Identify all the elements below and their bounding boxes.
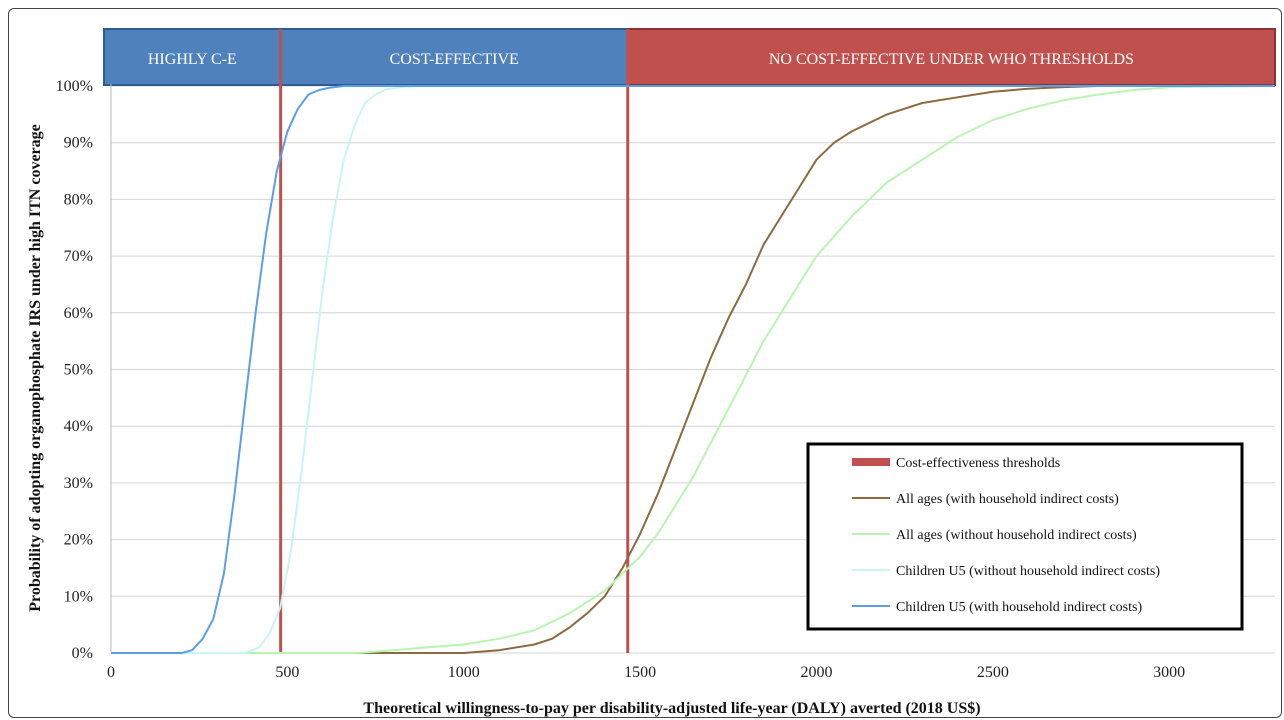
band-label-0: HIGHLY C-E <box>148 51 237 68</box>
series-lines <box>111 85 1276 654</box>
y-tick-label-20: 20% <box>64 532 93 549</box>
legend-label-2: All ages (without household indirect cos… <box>896 528 1137 543</box>
y-tick-label-60: 60% <box>64 305 93 322</box>
threshold-line-0 <box>279 29 283 653</box>
x-axis-title: Theoretical willingness-to-pay per disab… <box>363 700 980 717</box>
y-axis-title: Probability of adopting organophosphate … <box>27 124 44 611</box>
band-label-1: COST-EFFECTIVE <box>390 51 519 68</box>
y-tick-label-90: 90% <box>64 135 93 152</box>
y-tick-label-30: 30% <box>64 475 93 492</box>
legend-box <box>806 442 1244 631</box>
y-tick-label-10: 10% <box>64 588 93 605</box>
x-tick-label-1500: 1500 <box>624 664 656 681</box>
band-0 <box>103 28 282 86</box>
legend: Cost-effectiveness thresholds All ages (w… <box>806 442 1244 631</box>
legend-swatch-0 <box>852 458 890 466</box>
series-line-3 <box>111 85 1275 654</box>
y-tick-label-40: 40% <box>64 418 93 435</box>
legend-label-4: Children U5 (with household indirect cos… <box>896 600 1142 615</box>
y-tick-label-50: 50% <box>64 362 93 379</box>
legend-label-0: Cost-effectiveness thresholds <box>896 456 1060 471</box>
threshold-bands: HIGHLY C-E COST-EFFECTIVE NO COST-EFFECTIV… <box>103 28 1276 86</box>
legend-label-3: Children U5 (without household indirect … <box>896 564 1160 579</box>
x-tick-label-2000: 2000 <box>800 664 832 681</box>
axes: 0% 10% 20% 30% 40% 50% 60% 70% 80% 90% 100% 0 500 100… <box>56 78 1186 681</box>
x-tick-label-3000: 3000 <box>1153 664 1185 681</box>
band-label-2: NO COST-EFFECTIVE UNDER WHO THRESHOLDS <box>769 51 1134 68</box>
chart-frame <box>8 8 1282 718</box>
x-tick-label-1000: 1000 <box>448 664 480 681</box>
y-tick-label-80: 80% <box>64 191 93 208</box>
y-tick-label-70: 70% <box>64 248 93 265</box>
legend-label-1: All ages (with household indirect costs) <box>896 492 1119 507</box>
x-tick-label-0: 0 <box>107 664 115 681</box>
threshold-line-1 <box>626 29 630 653</box>
series-line-2 <box>111 85 1275 654</box>
series-line-1 <box>111 85 1276 654</box>
band-2 <box>626 28 1276 86</box>
series-line-0 <box>111 85 1275 654</box>
x-tick-label-2500: 2500 <box>977 664 1009 681</box>
y-tick-label-100: 100% <box>56 78 93 95</box>
y-tick-label-0: 0% <box>72 645 93 662</box>
threshold-lines <box>279 29 630 653</box>
x-tick-label-500: 500 <box>275 664 299 681</box>
